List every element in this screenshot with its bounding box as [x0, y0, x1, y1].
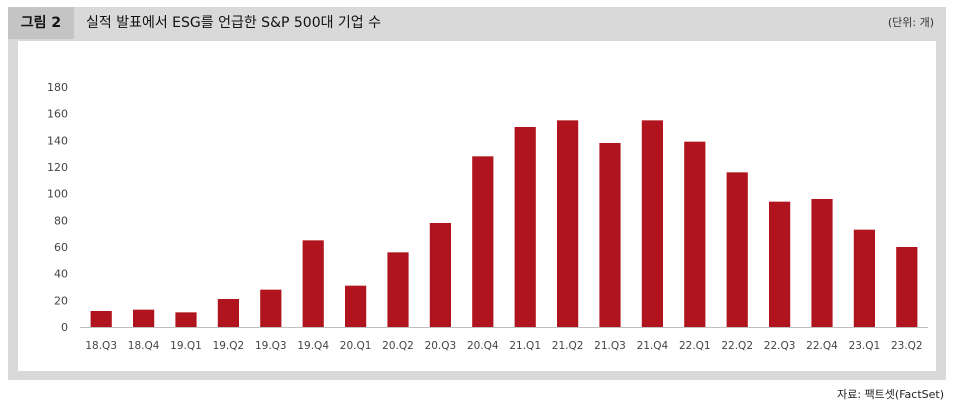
y-tick-label: 100	[47, 188, 68, 201]
y-tick-label: 120	[47, 161, 68, 174]
y-tick-label: 160	[47, 108, 68, 121]
x-tick-label: 19.Q1	[170, 340, 202, 352]
x-tick-label: 21.Q3	[594, 340, 626, 352]
bar	[133, 309, 155, 327]
bar	[217, 299, 239, 327]
x-tick-label: 22.Q4	[806, 340, 838, 352]
x-tick-label: 21.Q1	[509, 340, 541, 352]
x-tick-label: 20.Q4	[467, 340, 499, 352]
x-tick-label: 19.Q3	[255, 340, 287, 352]
bar	[811, 199, 833, 327]
figure-frame: 그림 2 실적 발표에서 ESG를 언급한 S&P 500대 기업 수 (단위:…	[8, 7, 946, 380]
bar	[514, 127, 536, 327]
x-tick-label: 21.Q2	[552, 340, 584, 352]
x-tick-label: 23.Q1	[849, 340, 881, 352]
bar	[769, 201, 791, 327]
x-tick-label: 22.Q3	[764, 340, 796, 352]
figure-header: 그림 2 실적 발표에서 ESG를 언급한 S&P 500대 기업 수 (단위:…	[8, 7, 946, 39]
bar	[726, 172, 748, 327]
y-tick-label: 60	[54, 241, 68, 254]
x-tick-label: 20.Q1	[340, 340, 372, 352]
x-tick-label: 20.Q3	[425, 340, 457, 352]
x-tick-label: 22.Q1	[679, 340, 711, 352]
figure-label: 그림 2	[8, 7, 74, 39]
x-tick-label: 19.Q2	[213, 340, 245, 352]
bar-chart: 0 20 40 60 80 100 120 140 160 180 18.Q3 18.Q4 19.Q1 1…	[47, 81, 928, 352]
bar	[641, 120, 663, 327]
x-tick-label: 18.Q4	[128, 340, 160, 352]
bar	[557, 120, 579, 327]
bar	[302, 240, 324, 327]
y-tick-label: 20	[54, 294, 68, 307]
x-tick-label: 20.Q2	[382, 340, 414, 352]
bar	[896, 247, 918, 327]
x-tick-label: 21.Q4	[637, 340, 669, 352]
x-tick-label: 18.Q3	[85, 340, 117, 352]
bar	[90, 311, 112, 327]
bar	[345, 285, 367, 327]
bar	[429, 223, 451, 327]
bar	[599, 143, 621, 327]
chart-title: 실적 발표에서 ESG를 언급한 S&P 500대 기업 수	[86, 15, 382, 31]
bar	[175, 312, 197, 327]
unit-label: (단위: 개)	[887, 16, 934, 29]
y-tick-label: 80	[54, 214, 68, 227]
bar	[387, 252, 409, 327]
y-tick-label: 0	[61, 321, 68, 334]
x-tick-label: 23.Q2	[891, 340, 923, 352]
x-tick-label: 22.Q2	[721, 340, 753, 352]
y-tick-label: 140	[47, 134, 68, 147]
y-tick-label: 180	[47, 81, 68, 94]
bar	[472, 156, 494, 327]
bar	[684, 141, 706, 327]
source-note: 자료: 팩트셋(FactSet)	[837, 388, 944, 401]
bar	[260, 289, 282, 327]
y-tick-label: 40	[54, 268, 68, 281]
x-tick-label: 19.Q4	[297, 340, 329, 352]
bar	[853, 229, 875, 327]
